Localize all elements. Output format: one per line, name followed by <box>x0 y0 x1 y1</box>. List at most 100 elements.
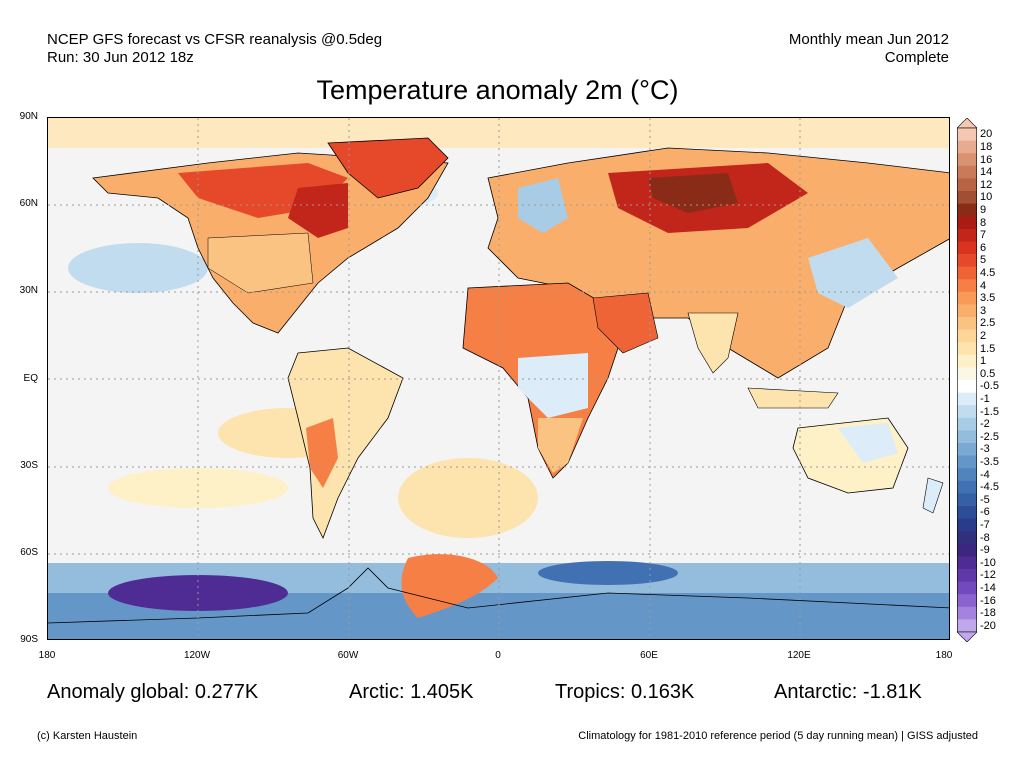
central-africa-cool <box>518 353 588 418</box>
colorbar-label: -6 <box>980 506 990 519</box>
colorbar-label: 7 <box>980 229 987 242</box>
antarctic-warm-anomaly <box>401 554 498 618</box>
temperature-anomaly-map <box>47 117 950 640</box>
colorbar-swatch <box>957 480 977 494</box>
colorbar-swatch <box>957 417 977 431</box>
lon-label-120w: 120W <box>183 650 211 661</box>
colorbar-swatch <box>957 367 977 381</box>
stat-antarctic: Antarctic: -1.81K <box>774 681 922 703</box>
colorbar-bottom-cap <box>957 631 977 642</box>
south-pacific-warm <box>108 468 288 508</box>
colorbar-label: 12 <box>980 178 993 191</box>
colorbar-label: -4 <box>980 468 990 481</box>
header-model-line: NCEP GFS forecast vs CFSR reanalysis @0.… <box>47 31 383 48</box>
colorbar-swatch <box>957 203 977 217</box>
colorbar-swatch <box>957 354 977 368</box>
eurasia-land <box>487 147 949 379</box>
hudson-hot-anomaly <box>288 183 348 238</box>
stat-arctic: Arctic: 1.405K <box>349 681 474 703</box>
colorbar-swatch <box>957 443 977 457</box>
colorbar-label: 16 <box>980 153 993 166</box>
lat-label-60s: 60S <box>20 547 38 558</box>
colorbar-swatch <box>957 317 977 331</box>
antarctica-coast <box>48 567 949 624</box>
colorbar-swatch <box>957 304 977 318</box>
colorbar-swatch <box>957 178 977 192</box>
arabia-land <box>592 292 659 354</box>
lon-label-180e: 180 <box>935 650 953 661</box>
colorbar-label: 5 <box>980 254 987 267</box>
colorbar <box>957 118 977 642</box>
new-zealand-land <box>922 477 944 514</box>
colorbar-label: -16 <box>980 594 996 607</box>
south-america-land <box>287 347 404 539</box>
header-status-line: Complete <box>884 49 949 66</box>
lat-label-eq: EQ <box>23 373 38 384</box>
colorbar-swatch <box>957 569 977 583</box>
colorbar-label: -12 <box>980 569 996 582</box>
colorbar-swatch <box>957 543 977 557</box>
colorbar-swatch <box>957 216 977 230</box>
colorbar-swatch <box>957 606 977 620</box>
lat-label-30s: 30S <box>20 460 38 471</box>
lon-label-180w: 180 <box>38 650 56 661</box>
colorbar-label: -4.5 <box>980 481 999 494</box>
colorbar-label: 2 <box>980 329 987 342</box>
lon-label-60w: 60W <box>337 650 359 661</box>
colorbar-swatch <box>957 279 977 293</box>
colorbar-label: -7 <box>980 518 990 531</box>
colorbar-swatch <box>957 140 977 154</box>
colorbar-swatch <box>957 266 977 280</box>
colorbar-swatch <box>957 468 977 482</box>
colorbar-label: -2 <box>980 418 990 431</box>
colorbar-swatch <box>957 493 977 507</box>
colorbar-label: 3.5 <box>980 292 996 305</box>
lat-label-60n: 60N <box>19 198 38 209</box>
asia-cool-anomaly <box>808 238 898 308</box>
colorbar-label: 8 <box>980 216 987 229</box>
colorbar-label: -0.5 <box>980 380 999 393</box>
stat-tropics: Tropics: 0.163K <box>555 681 695 703</box>
colorbar-label: -5 <box>980 493 990 506</box>
colorbar-swatch <box>957 594 977 608</box>
colorbar-label: -1.5 <box>980 405 999 418</box>
colorbar-label: 1 <box>980 355 987 368</box>
colorbar-label: -8 <box>980 531 990 544</box>
colorbar-swatch <box>957 254 977 268</box>
colorbar-swatch <box>957 581 977 595</box>
header-period-line: Monthly mean Jun 2012 <box>788 31 949 48</box>
colorbar-label: 4 <box>980 279 987 292</box>
colorbar-swatch <box>957 191 977 205</box>
colorbar-swatch <box>957 241 977 255</box>
footer-climatology-note: Climatology for 1981-2010 reference peri… <box>578 730 978 742</box>
map-gridlines <box>48 118 949 639</box>
colorbar-swatch <box>957 405 977 419</box>
siberia-core-anomaly <box>648 173 738 213</box>
colorbar-swatch <box>957 392 977 406</box>
colorbar-label: 18 <box>980 140 993 153</box>
stat-global: Anomaly global: 0.277K <box>47 681 259 703</box>
colorbar-label: -14 <box>980 581 996 594</box>
chart-title: Temperature anomaly 2m (°C) <box>316 75 679 105</box>
colorbar-label: -2.5 <box>980 430 999 443</box>
colorbar-swatch <box>957 619 977 633</box>
lat-label-30n: 30N <box>19 285 38 296</box>
lon-label-120e: 120E <box>787 650 811 661</box>
colorbar-label: 20 <box>980 128 993 141</box>
colorbar-label: 6 <box>980 241 987 254</box>
colorbar-swatch <box>957 228 977 242</box>
greenland-land <box>327 137 449 199</box>
colorbar-swatch <box>957 342 977 356</box>
colorbar-label: -10 <box>980 556 996 569</box>
colorbar-label: 9 <box>980 203 987 216</box>
lon-label-0: 0 <box>495 650 501 661</box>
colorbar-label: 14 <box>980 166 993 179</box>
colorbar-swatch <box>957 455 977 469</box>
south-atlantic-warm <box>398 458 538 538</box>
colorbar-label: -9 <box>980 544 990 557</box>
colorbar-label: -20 <box>980 619 996 632</box>
colorbar-label: 2.5 <box>980 317 996 330</box>
usa-warm-anomaly <box>207 232 314 294</box>
south-america-hot <box>306 418 338 488</box>
colorbar-label: 10 <box>980 191 993 204</box>
